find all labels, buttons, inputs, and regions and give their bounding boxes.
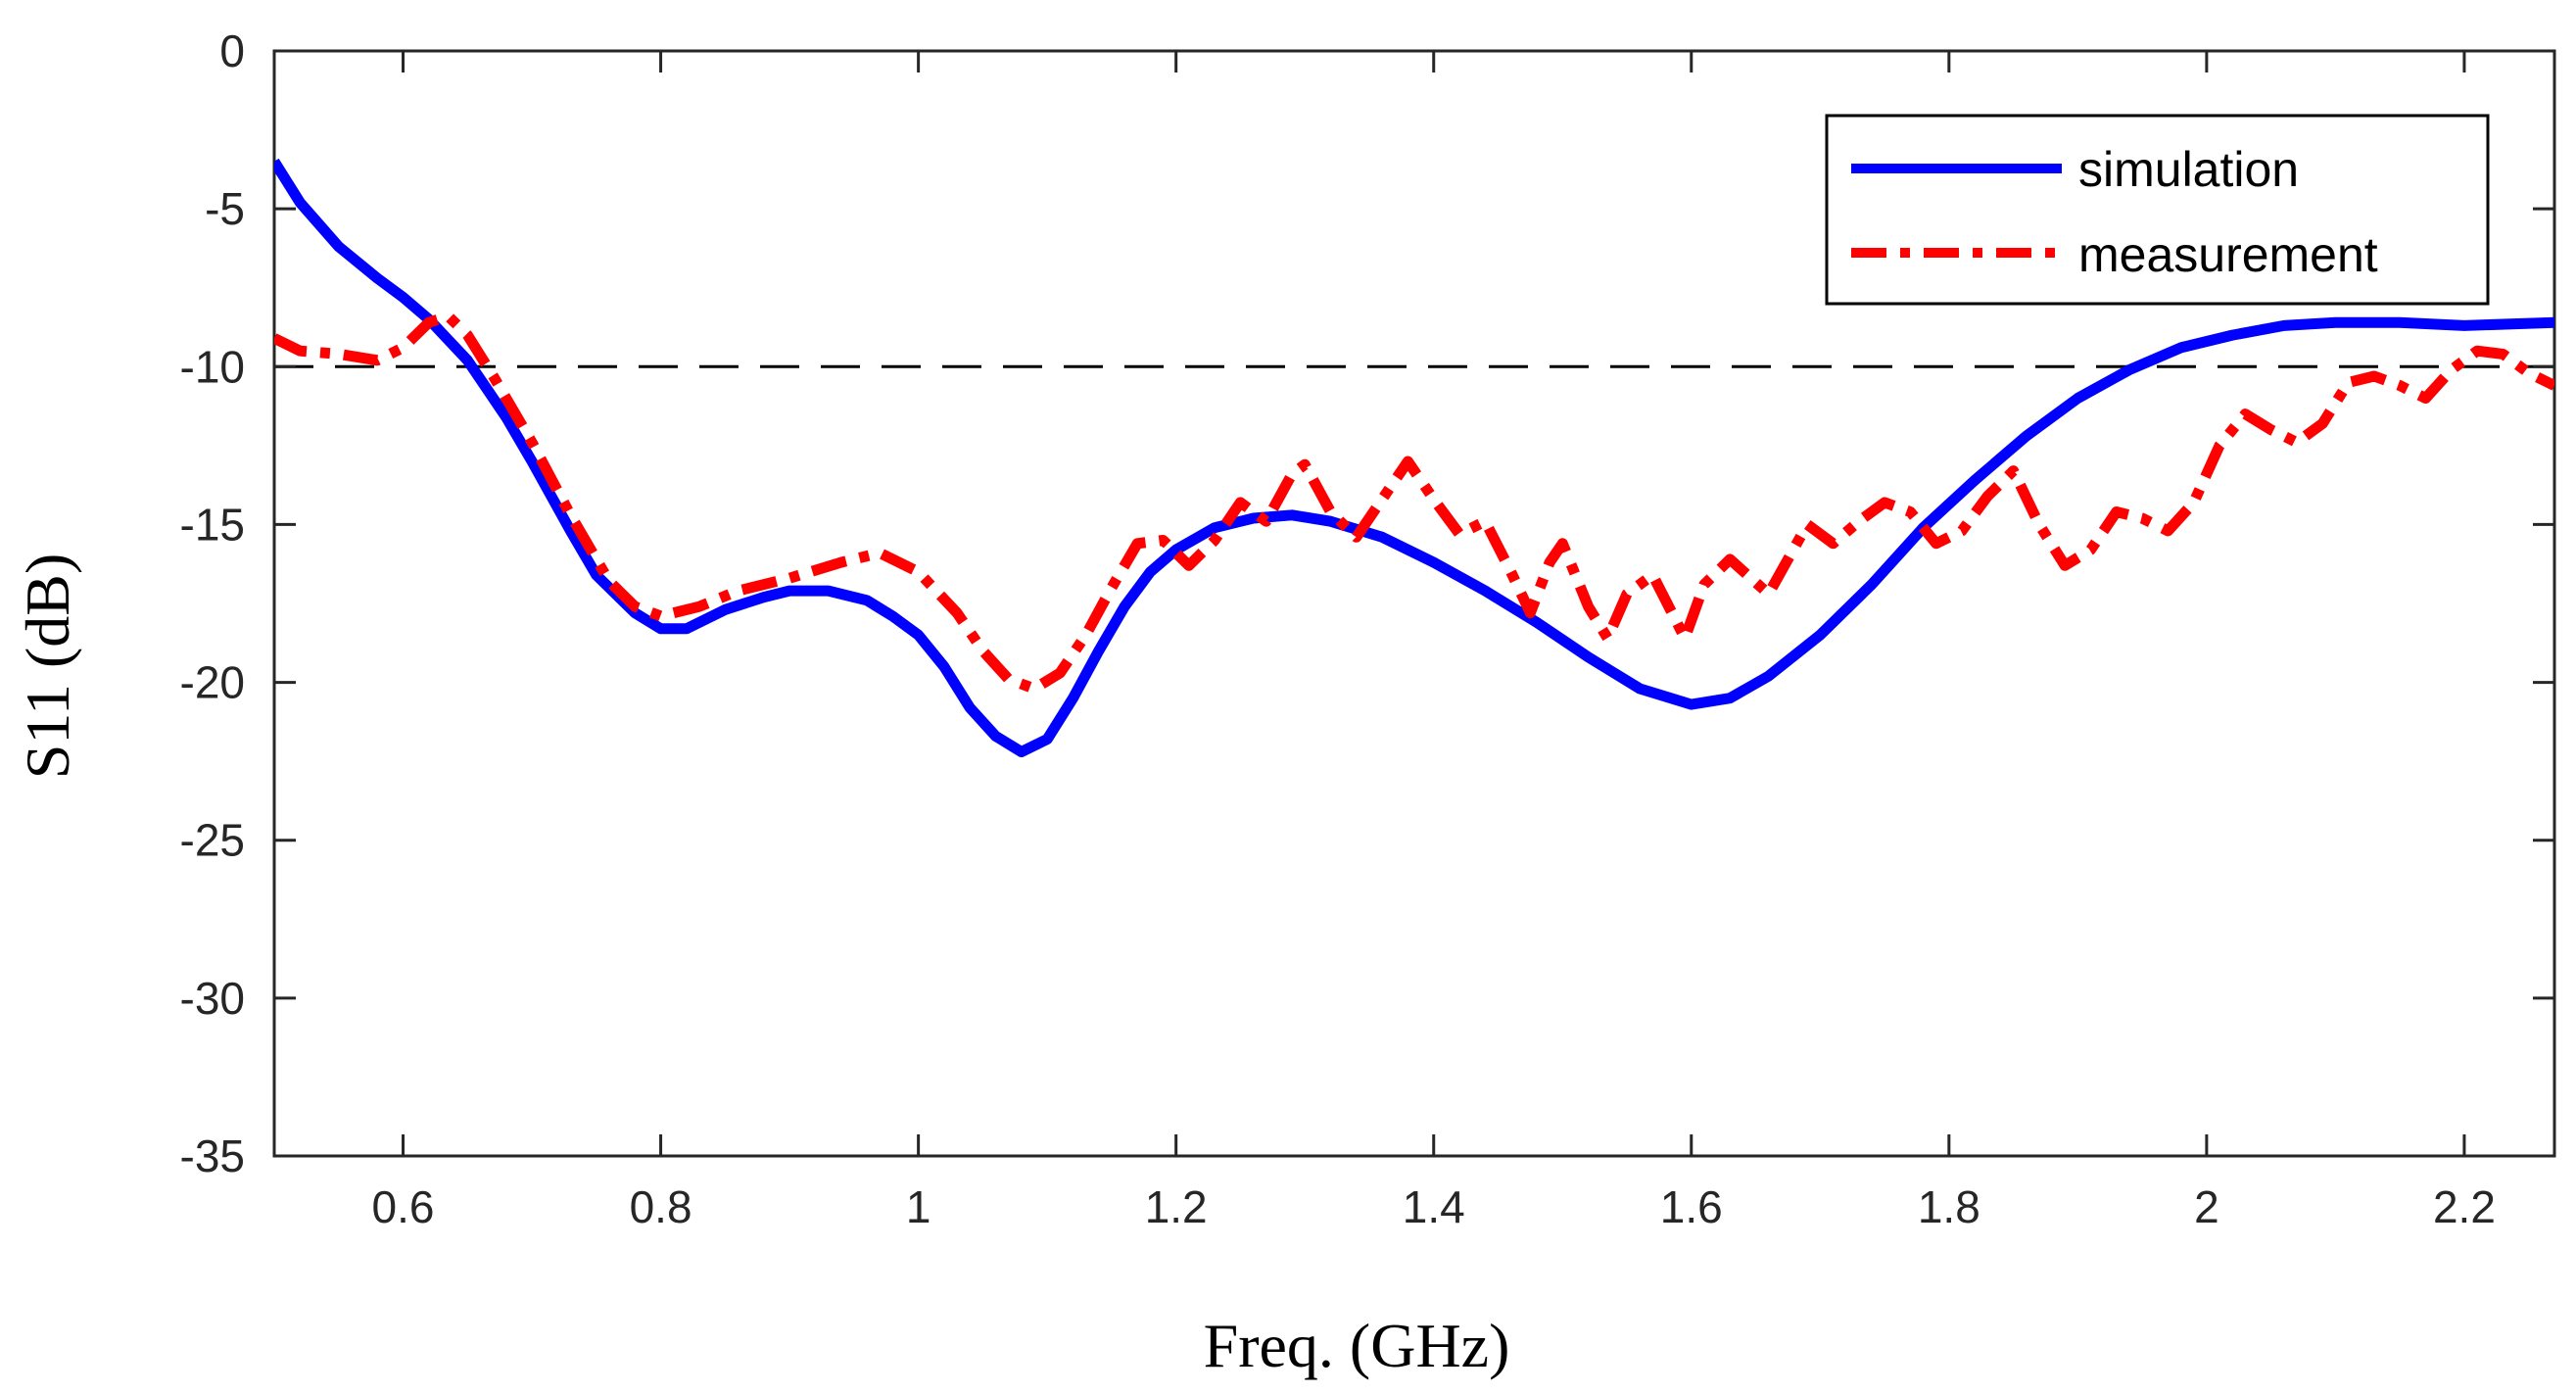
y-tick-label: -30	[180, 973, 245, 1024]
series-line-simulation	[274, 158, 2554, 757]
x-tick-label: 2	[2194, 1181, 2219, 1232]
x-tick-label: 1.6	[1660, 1181, 1723, 1232]
x-tick-label: 1	[906, 1181, 931, 1232]
x-tick-label: 1.2	[1145, 1181, 1208, 1232]
x-tick-label: 0.6	[372, 1181, 435, 1232]
legend-label-simulation: simulation	[2078, 142, 2299, 197]
y-tick-label: -35	[180, 1130, 245, 1181]
x-tick-label: 2.2	[2433, 1181, 2496, 1232]
y-tick-label: -15	[180, 499, 245, 550]
series-line-measurement	[274, 311, 2554, 695]
y-axis-title: S11 (dB)	[13, 553, 82, 780]
y-tick-label: -5	[205, 183, 245, 234]
x-tick-label: 0.8	[630, 1181, 692, 1232]
legend-box	[1825, 114, 2490, 306]
y-tick-label: 0	[219, 25, 245, 76]
x-tick-label: 1.4	[1403, 1181, 1465, 1232]
legend-label-measurement: measurement	[2078, 227, 2378, 282]
legend: simulation measurement	[1825, 114, 2490, 306]
x-axis-title: Freq. (GHz)	[1204, 1311, 1510, 1380]
y-tick-label: -25	[180, 815, 245, 866]
x-tick-label: 1.8	[1918, 1181, 1980, 1232]
plot-area-frame	[272, 49, 2556, 1158]
y-tick-label: -10	[180, 341, 245, 392]
y-tick-label: -20	[180, 657, 245, 708]
